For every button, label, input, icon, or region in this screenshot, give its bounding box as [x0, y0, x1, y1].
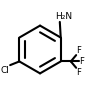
Text: H₂N: H₂N	[55, 12, 72, 21]
Text: F: F	[77, 68, 81, 77]
Text: F: F	[77, 46, 81, 55]
Text: Cl: Cl	[1, 66, 10, 75]
Text: F: F	[80, 57, 84, 66]
